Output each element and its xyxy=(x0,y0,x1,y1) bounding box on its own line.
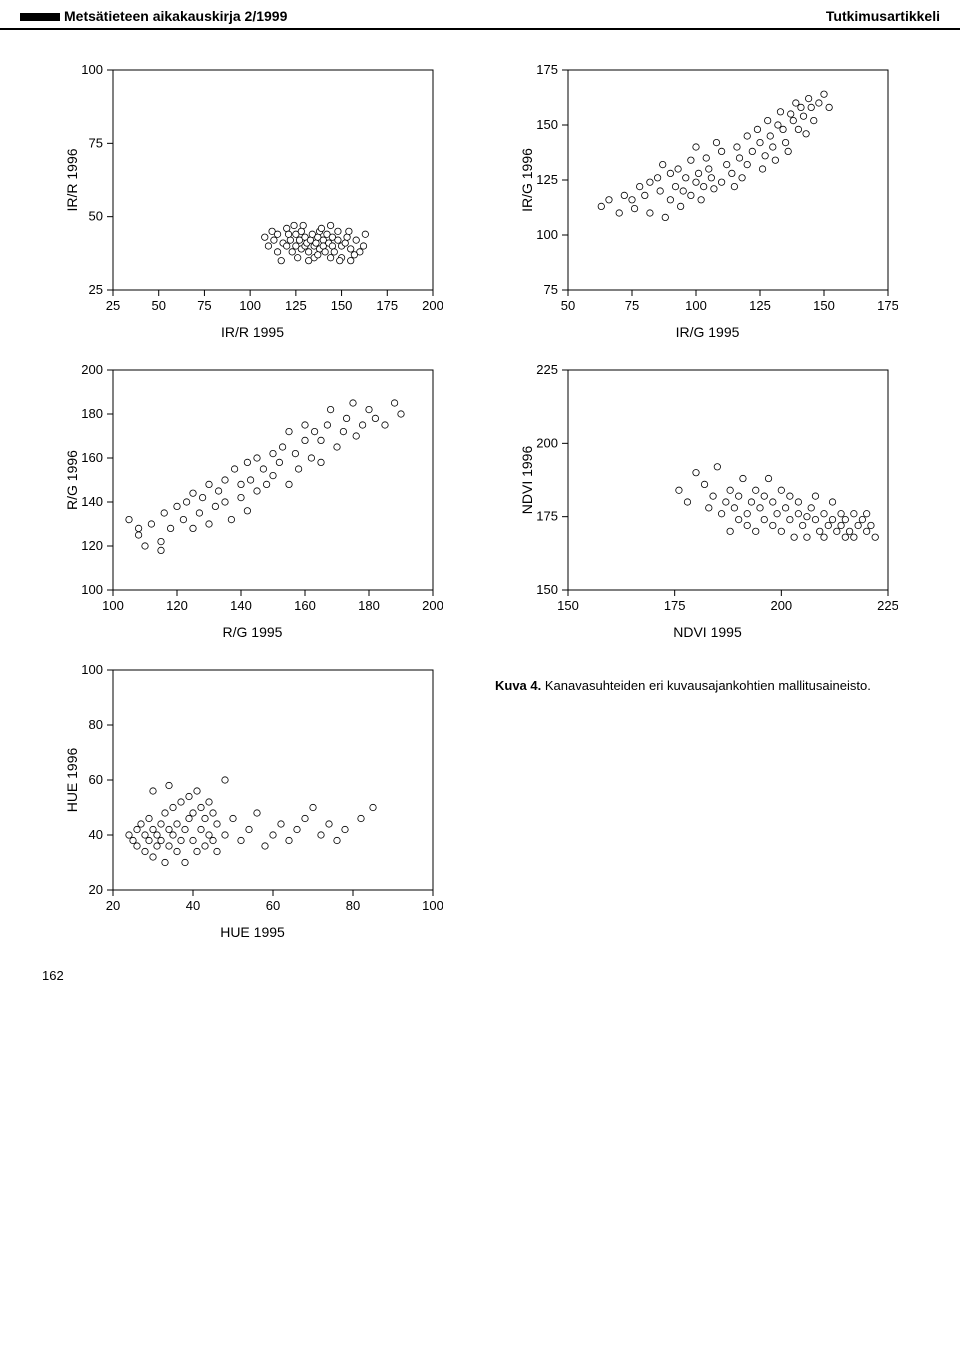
svg-text:175: 175 xyxy=(663,598,685,613)
svg-text:IR/G 1996: IR/G 1996 xyxy=(519,148,535,212)
svg-text:175: 175 xyxy=(536,62,558,77)
svg-text:80: 80 xyxy=(345,898,359,913)
svg-text:20: 20 xyxy=(88,882,102,897)
svg-text:175: 175 xyxy=(877,298,898,313)
svg-text:140: 140 xyxy=(230,598,252,613)
svg-text:100: 100 xyxy=(422,898,443,913)
svg-text:40: 40 xyxy=(185,898,199,913)
svg-text:175: 175 xyxy=(536,509,558,524)
svg-text:175: 175 xyxy=(376,298,398,313)
svg-text:80: 80 xyxy=(88,717,102,732)
chart3-xlabel: R/G 1995 xyxy=(223,624,283,640)
svg-text:150: 150 xyxy=(330,298,352,313)
svg-text:75: 75 xyxy=(543,282,557,297)
journal-title: Metsätieteen aikakauskirja 2/1999 xyxy=(20,8,287,24)
caption-text: Kanavasuhteiden eri kuvausajankohtien ma… xyxy=(545,678,871,693)
svg-text:120: 120 xyxy=(166,598,188,613)
svg-text:160: 160 xyxy=(81,450,103,465)
svg-text:100: 100 xyxy=(239,298,261,313)
svg-text:HUE 1996: HUE 1996 xyxy=(64,747,80,812)
svg-text:225: 225 xyxy=(877,598,898,613)
svg-text:125: 125 xyxy=(285,298,307,313)
page-number: 162 xyxy=(0,950,960,993)
svg-text:200: 200 xyxy=(770,598,792,613)
chart1: 25 50 75 100 125 150 175 200 25 50 75 100 IR/R 1996 xyxy=(63,60,443,320)
svg-text:100: 100 xyxy=(81,62,103,77)
svg-text:NDVI 1996: NDVI 1996 xyxy=(519,446,535,515)
svg-text:125: 125 xyxy=(749,298,771,313)
svg-text:180: 180 xyxy=(358,598,380,613)
svg-text:20: 20 xyxy=(105,898,119,913)
chart3-wrap: 100 120 140 160 180 200 100 120 140 160 180 200 R/G … xyxy=(40,360,465,640)
svg-text:150: 150 xyxy=(536,582,558,597)
svg-text:200: 200 xyxy=(81,362,103,377)
svg-text:75: 75 xyxy=(88,135,102,150)
svg-text:150: 150 xyxy=(536,117,558,132)
svg-text:IR/R 1996: IR/R 1996 xyxy=(64,148,80,211)
svg-text:50: 50 xyxy=(88,209,102,224)
chart4-wrap: 150 175 200 225 150 175 200 225 NDVI 1996 NDVI 1… xyxy=(495,360,920,640)
svg-text:100: 100 xyxy=(102,598,124,613)
chart2-xlabel: IR/G 1995 xyxy=(676,324,740,340)
svg-text:200: 200 xyxy=(422,298,443,313)
svg-text:50: 50 xyxy=(151,298,165,313)
svg-text:50: 50 xyxy=(560,298,574,313)
chart4: 150 175 200 225 150 175 200 225 NDVI 1996 xyxy=(518,360,898,620)
chart5: 20 40 60 80 100 20 40 60 80 100 HUE 1996 xyxy=(63,660,443,920)
svg-text:200: 200 xyxy=(422,598,443,613)
svg-text:225: 225 xyxy=(536,362,558,377)
chart3: 100 120 140 160 180 200 100 120 140 160 180 200 R/G … xyxy=(63,360,443,620)
svg-text:R/G 1996: R/G 1996 xyxy=(64,450,80,510)
figure-caption: Kuva 4. Kanavasuhteiden eri kuvausajanko… xyxy=(495,668,875,693)
caption-bold: Kuva 4. xyxy=(495,678,541,693)
black-bar-icon xyxy=(20,13,60,21)
chart2-wrap: 507510012515017575100125150175IR/G 1996 … xyxy=(495,60,920,340)
svg-text:150: 150 xyxy=(813,298,835,313)
svg-text:60: 60 xyxy=(88,772,102,787)
chart5-xlabel: HUE 1995 xyxy=(220,924,285,940)
svg-text:75: 75 xyxy=(624,298,638,313)
svg-text:180: 180 xyxy=(81,406,103,421)
svg-text:150: 150 xyxy=(557,598,579,613)
chart2: 507510012515017575100125150175IR/G 1996 xyxy=(518,60,898,320)
chart-grid: 255075100125150175200255075100IR/R 1996 … xyxy=(0,30,960,950)
svg-text:100: 100 xyxy=(81,662,103,677)
svg-text:60: 60 xyxy=(265,898,279,913)
chart5-wrap: 20 40 60 80 100 20 40 60 80 100 HUE 1996 HUE 1995 xyxy=(40,660,465,940)
svg-text:120: 120 xyxy=(81,538,103,553)
svg-text:200: 200 xyxy=(536,435,558,450)
svg-text:25: 25 xyxy=(88,282,102,297)
svg-text:160: 160 xyxy=(294,598,316,613)
article-type: Tutkimusartikkeli xyxy=(826,8,940,24)
svg-text:140: 140 xyxy=(81,494,103,509)
page-header: Metsätieteen aikakauskirja 2/1999 Tutkim… xyxy=(0,0,960,30)
svg-text:100: 100 xyxy=(81,582,103,597)
svg-text:40: 40 xyxy=(88,827,102,842)
chart1-wrap: 255075100125150175200255075100IR/R 1996 … xyxy=(40,60,465,340)
svg-text:25: 25 xyxy=(105,298,119,313)
svg-text:75: 75 xyxy=(197,298,211,313)
caption-cell: Kuva 4. Kanavasuhteiden eri kuvausajanko… xyxy=(495,660,920,940)
svg-text:125: 125 xyxy=(536,172,558,187)
chart1-xlabel: IR/R 1995 xyxy=(221,324,284,340)
svg-text:100: 100 xyxy=(685,298,707,313)
chart4-xlabel: NDVI 1995 xyxy=(673,624,741,640)
svg-text:100: 100 xyxy=(536,227,558,242)
